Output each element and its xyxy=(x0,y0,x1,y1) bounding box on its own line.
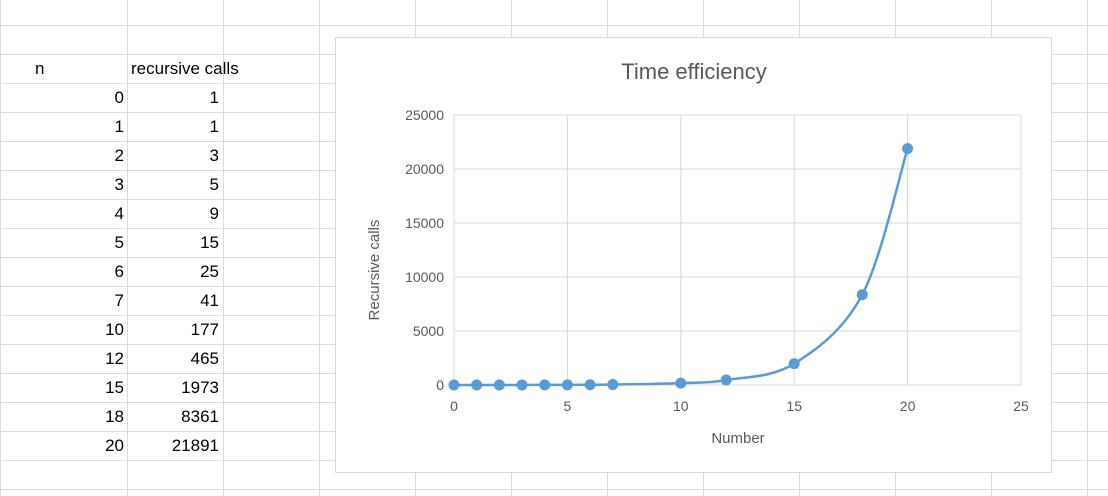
cell-recursive-calls[interactable]: 5 xyxy=(209,175,219,194)
cell-recursive-calls[interactable]: 9 xyxy=(209,204,219,223)
plot-area xyxy=(453,114,1022,386)
x-tick-label: 20 xyxy=(900,398,916,414)
cell-recursive-calls[interactable]: 8361 xyxy=(181,407,219,426)
cell-recursive-calls[interactable]: 177 xyxy=(190,320,219,339)
cell-recursive-calls[interactable]: 1 xyxy=(209,88,219,107)
y-tick-label: 0 xyxy=(436,377,444,393)
data-point xyxy=(856,289,868,301)
x-tick-label: 25 xyxy=(1013,398,1029,414)
data-point xyxy=(448,379,460,391)
cell-recursive-calls[interactable]: 3 xyxy=(209,146,219,165)
y-tick-label: 5000 xyxy=(413,323,444,339)
cell-recursive-calls[interactable]: 15 xyxy=(200,233,219,252)
cell-recursive-calls[interactable]: 21891 xyxy=(171,436,219,455)
header-n[interactable]: n xyxy=(35,59,45,78)
cell-n[interactable]: 0 xyxy=(114,88,124,107)
cell-n[interactable]: 18 xyxy=(105,407,124,426)
cell-recursive-calls[interactable]: 1 xyxy=(209,117,219,136)
x-tick-label: 5 xyxy=(564,398,572,414)
x-tick-label: 0 xyxy=(450,398,458,414)
cell-n[interactable]: 12 xyxy=(105,349,124,368)
y-tick-label: 20000 xyxy=(405,161,444,177)
cell-recursive-calls[interactable]: 1973 xyxy=(181,378,219,397)
cell-n[interactable]: 6 xyxy=(114,262,124,281)
x-tick-label: 15 xyxy=(786,398,802,414)
data-point xyxy=(720,374,732,386)
y-axis-label: Recursive calls xyxy=(366,220,383,321)
data-point xyxy=(788,358,800,370)
data-point xyxy=(675,377,687,389)
data-point xyxy=(539,379,551,391)
data-point xyxy=(584,379,596,391)
cell-n[interactable]: 3 xyxy=(114,175,124,194)
data-point xyxy=(561,379,573,391)
cell-recursive-calls[interactable]: 25 xyxy=(200,262,219,281)
data-point xyxy=(607,379,619,391)
time-efficiency-chart: 0 5000 10000 15000 20000 25000 0 5 10 15 20 25 Time … xyxy=(366,59,1029,447)
chart-container[interactable]: 0 5000 10000 15000 20000 25000 0 5 10 15 20 25 Time … xyxy=(335,37,1052,473)
y-tick-label: 25000 xyxy=(405,107,444,123)
cell-n[interactable]: 20 xyxy=(105,436,124,455)
x-tick-label: 10 xyxy=(673,398,689,414)
cell-n[interactable]: 10 xyxy=(105,320,124,339)
cell-n[interactable]: 4 xyxy=(114,204,124,223)
data-point xyxy=(471,379,483,391)
cell-n[interactable]: 1 xyxy=(114,117,124,136)
data-point xyxy=(493,379,505,391)
cell-recursive-calls[interactable]: 41 xyxy=(200,291,219,310)
cell-recursive-calls[interactable]: 465 xyxy=(190,349,219,368)
y-tick-label: 15000 xyxy=(405,215,444,231)
data-point xyxy=(902,143,914,155)
x-axis-label: Number xyxy=(711,430,764,447)
y-tick-label: 10000 xyxy=(405,269,444,285)
cell-n[interactable]: 2 xyxy=(114,146,124,165)
chart-title: Time efficiency xyxy=(621,59,767,84)
cell-n[interactable]: 5 xyxy=(114,233,124,252)
cell-n[interactable]: 15 xyxy=(105,378,124,397)
data-point xyxy=(516,379,528,391)
header-recursive-calls[interactable]: recursive calls xyxy=(131,59,239,78)
cell-n[interactable]: 7 xyxy=(114,291,124,310)
